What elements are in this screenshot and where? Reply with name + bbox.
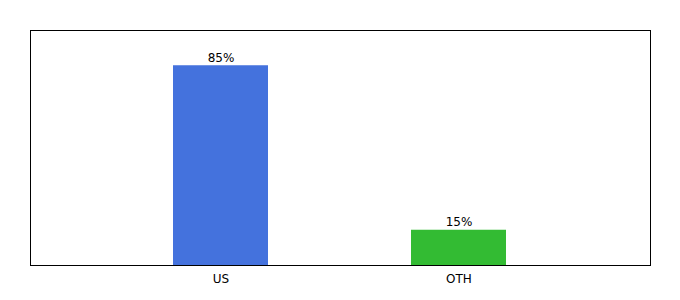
svg-text:OTH: OTH [446, 272, 472, 286]
svg-text:15%: 15% [446, 215, 473, 229]
svg-text:85%: 85% [208, 51, 235, 65]
svg-text:US: US [213, 272, 229, 286]
